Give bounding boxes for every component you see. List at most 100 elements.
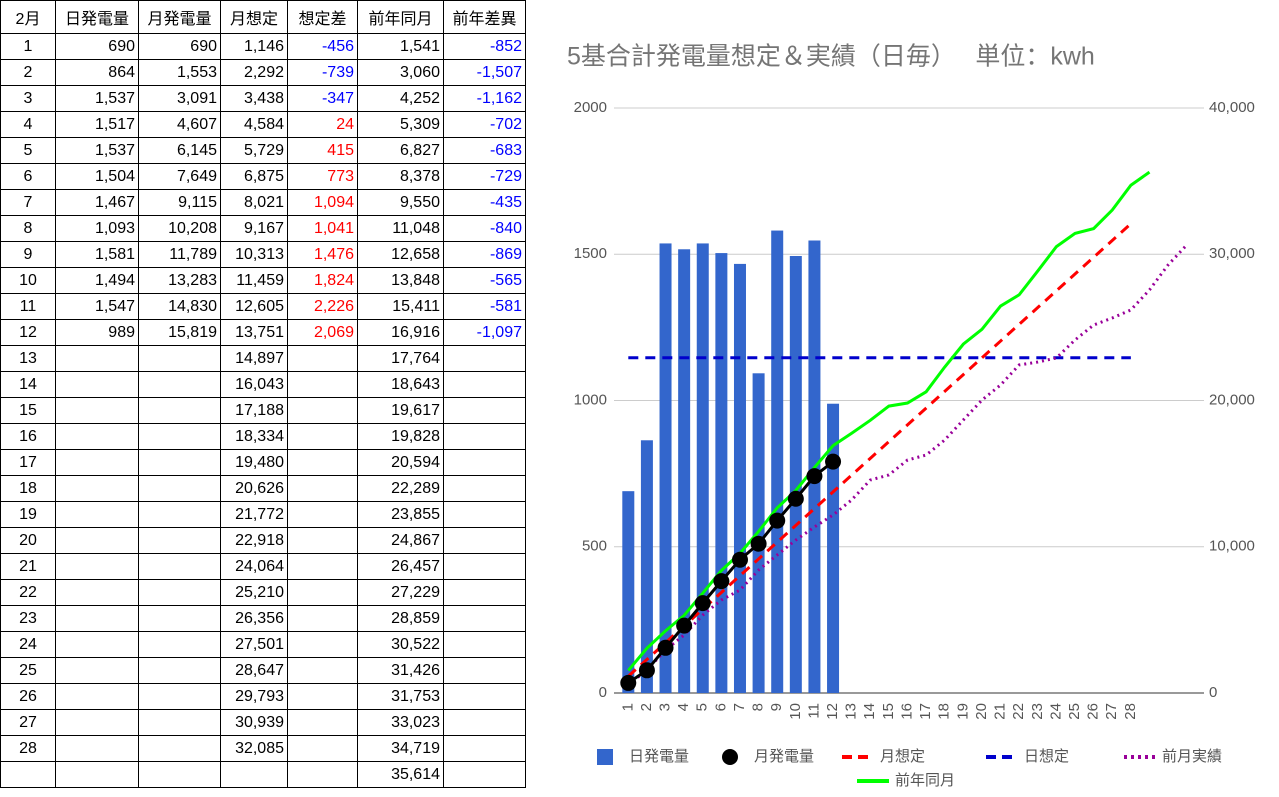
point [825, 453, 842, 470]
x-tick-label: 14 [861, 703, 878, 720]
table-cell [138, 371, 221, 398]
table-cell: -347 [287, 85, 358, 112]
table-cell: 32,085 [220, 735, 288, 762]
y2-tick-label: 40,000 [1209, 99, 1255, 116]
x-tick-label: 11 [805, 703, 822, 719]
table-cell: 10,313 [220, 241, 288, 268]
x-tick-label: 26 [1085, 703, 1102, 720]
table-cell: 24,867 [357, 527, 444, 554]
table-cell: 24 [287, 111, 358, 138]
table-row: 2月 日発電量 月発電量 月想定 想定差 前年同月 前年差異 [0, 0, 526, 34]
bar [678, 249, 691, 693]
table-cell [443, 475, 526, 502]
table-cell [443, 449, 526, 476]
table-row: 6 1,504 7,649 6,875 773 8,378 -729 [0, 163, 526, 190]
table-cell [443, 657, 526, 684]
point [750, 535, 767, 552]
table-cell: 773 [287, 163, 358, 190]
table-cell: -581 [443, 293, 526, 320]
table-cell [55, 345, 139, 372]
table-cell [443, 579, 526, 606]
table-cell: 20 [0, 527, 56, 554]
table-cell [287, 345, 358, 372]
table-cell: 19,480 [220, 449, 288, 476]
y-tick-label: 1000 [574, 391, 607, 408]
table-cell [138, 397, 221, 424]
y2-tick-label: 20,000 [1209, 391, 1255, 408]
table-cell: 1,581 [55, 241, 139, 268]
chart-title: 5基合計発電量想定＆実績（日毎） 単位：kwh [567, 43, 1095, 71]
table-cell [443, 735, 526, 762]
table-cell: 1 [0, 33, 56, 60]
table-cell: -739 [287, 59, 358, 86]
table-cell: -456 [287, 33, 358, 60]
table-cell: 30,939 [220, 709, 288, 736]
table-cell: 前年同月 [357, 0, 444, 34]
x-tick-label: 28 [1122, 703, 1139, 720]
table-cell: 989 [55, 319, 139, 346]
table-cell [55, 423, 139, 450]
table-cell [287, 397, 358, 424]
table-cell: 1,041 [287, 215, 358, 242]
table-cell [55, 631, 139, 658]
table-cell: 月発電量 [138, 0, 221, 34]
table-cell: 10,208 [138, 215, 221, 242]
table-row: 26 29,793 31,753 [0, 683, 526, 710]
table-row: 21 24,064 26,457 [0, 553, 526, 580]
table-cell [443, 709, 526, 736]
table-row: 1 690 690 1,146 -456 1,541 -852 [0, 33, 526, 60]
table-cell: 690 [138, 33, 221, 60]
table-cell [55, 683, 139, 710]
x-tick-label: 25 [1066, 703, 1083, 720]
table-cell [138, 605, 221, 632]
table-cell: 19 [0, 501, 56, 528]
y-tick-label: 2000 [574, 99, 607, 116]
table-cell: 1,541 [357, 33, 444, 60]
table-cell: 7 [0, 189, 56, 216]
table-row: 13 14,897 17,764 [0, 345, 526, 372]
table-cell: 12 [0, 319, 56, 346]
table-cell: 20,594 [357, 449, 444, 476]
table-cell [55, 475, 139, 502]
bar [733, 263, 746, 693]
table-cell: 12,605 [220, 293, 288, 320]
table-cell [138, 709, 221, 736]
table-cell: -565 [443, 267, 526, 294]
table-row: 9 1,581 11,789 10,313 1,476 12,658 -869 [0, 241, 526, 268]
table-cell: 2,226 [287, 293, 358, 320]
table-cell: 1,517 [55, 111, 139, 138]
table-cell: -852 [443, 33, 526, 60]
table-cell: 15,819 [138, 319, 221, 346]
table-cell: 3 [0, 85, 56, 112]
bar [827, 403, 840, 693]
x-tick-label: 16 [898, 703, 915, 720]
table-cell [443, 553, 526, 580]
table-cell [138, 501, 221, 528]
table-cell: 21,772 [220, 501, 288, 528]
x-tick-label: 22 [1010, 703, 1027, 720]
table-row: 27 30,939 33,023 [0, 709, 526, 736]
table-cell: 11,459 [220, 267, 288, 294]
point [731, 551, 748, 568]
legend-label: 月想定 [880, 748, 925, 765]
y-tick-label: 1500 [574, 245, 607, 262]
table-cell [138, 345, 221, 372]
table-cell [287, 423, 358, 450]
point [713, 573, 730, 590]
table-cell [138, 475, 221, 502]
table-row: 17 19,480 20,594 [0, 449, 526, 476]
table-cell: 13,848 [357, 267, 444, 294]
table-cell [287, 657, 358, 684]
bar [640, 440, 653, 693]
table-cell [287, 709, 358, 736]
legend-label: 月発電量 [754, 748, 814, 765]
table-cell [138, 579, 221, 606]
table-cell [55, 371, 139, 398]
table-cell: -1,507 [443, 59, 526, 86]
table-cell: 24 [0, 631, 56, 658]
table-cell [55, 527, 139, 554]
x-tick-label: 17 [917, 703, 934, 720]
table-cell: 13 [0, 345, 56, 372]
table-cell [0, 761, 56, 788]
